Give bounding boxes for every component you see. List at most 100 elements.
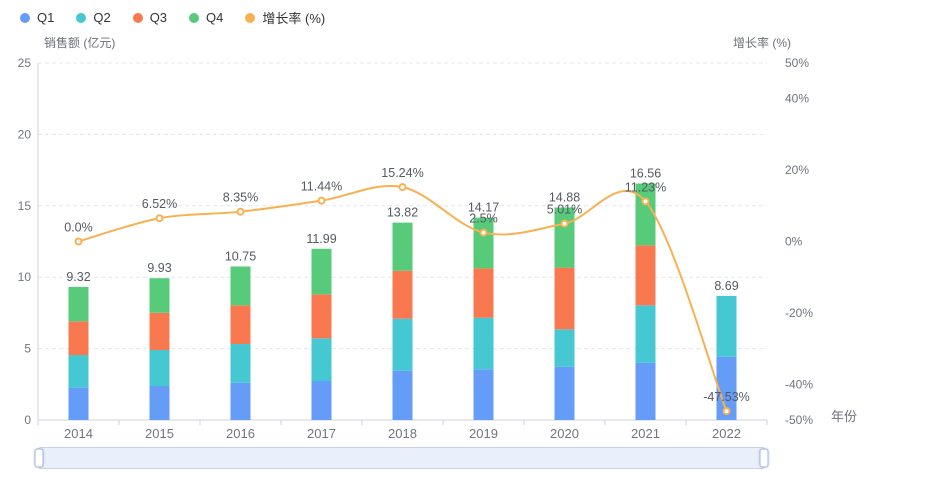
bar-segment-q1[interactable] — [149, 386, 170, 420]
bar-segment-q1[interactable] — [635, 362, 656, 420]
y-axis-right-title: 增长率 (%) — [733, 35, 791, 50]
legend-marker-icon — [245, 12, 256, 23]
bar-segment-q2[interactable] — [68, 355, 89, 388]
bar-segment-q3[interactable] — [554, 267, 575, 330]
x-axis-label: 2021 — [631, 426, 660, 441]
datazoom-handle-left[interactable] — [34, 448, 44, 468]
bar-segment-q4[interactable] — [68, 286, 89, 322]
legend-item-growth-rate[interactable]: 增长率 (%) — [245, 8, 325, 27]
bar-total-label: 11.99 — [306, 232, 336, 246]
bar-segment-q4[interactable] — [392, 222, 413, 271]
bar-segment-q3[interactable] — [392, 270, 413, 319]
bar-segment-q2[interactable] — [311, 338, 332, 382]
legend-label: Q3 — [149, 10, 168, 25]
bar-segment-q2[interactable] — [230, 344, 251, 383]
bar-segment-q4[interactable] — [311, 248, 332, 295]
legend-item-q3[interactable]: Q3 — [132, 10, 168, 25]
y-axis-right-label: -40% — [785, 377, 813, 391]
bar-segment-q3[interactable] — [635, 245, 656, 306]
growth-rate-point[interactable] — [236, 207, 245, 216]
growth-rate-point[interactable] — [74, 237, 83, 246]
legend-label: 增长率 (%) — [262, 11, 326, 26]
y-axis-right-label: 40% — [785, 92, 809, 106]
bar-total-label: 16.56 — [630, 167, 661, 181]
legend-label: Q4 — [206, 10, 224, 25]
y-axis-left-title: 销售额 (亿元) — [44, 35, 115, 50]
growth-rate-label: 8.35% — [223, 191, 258, 205]
growth-rate-point[interactable] — [479, 228, 488, 237]
legend-item-q1[interactable]: Q1 — [20, 10, 54, 25]
bar-segment-q3[interactable] — [230, 305, 251, 345]
growth-rate-point[interactable] — [641, 197, 650, 206]
x-axis-label: 2020 — [550, 426, 579, 441]
x-axis-label: 2015 — [145, 426, 174, 441]
chart-plot-area: 0 5 10 15 20 25 50% 40% 20% 0% -20% -40% -50% 2014 201… — [18, 35, 857, 441]
y-axis-left-label: 15 — [18, 199, 32, 213]
x-axis-label: 2022 — [712, 426, 741, 441]
growth-rate-point[interactable] — [317, 196, 326, 205]
bar-segment-q2[interactable] — [716, 295, 737, 357]
growth-rate-label: 0.0% — [64, 221, 93, 235]
bar-total-label: 9.93 — [147, 261, 171, 275]
x-axis-label: 2017 — [307, 426, 336, 441]
bar-segment-q4[interactable] — [635, 183, 656, 246]
bar-total-label: 10.75 — [225, 249, 256, 263]
y-axis-right-label: 50% — [785, 56, 809, 70]
y-axis-right-label: -50% — [785, 413, 813, 427]
legend-label: Q1 — [37, 10, 55, 25]
y-axis-left-label: 25 — [18, 56, 32, 70]
growth-rate-label: 11.44% — [301, 180, 342, 194]
bar-segment-q1[interactable] — [716, 356, 737, 420]
bar-segment-q4[interactable] — [149, 278, 170, 313]
legend-marker-icon — [132, 12, 143, 23]
bar-segment-q4[interactable] — [230, 266, 251, 306]
bar-segment-q2[interactable] — [554, 329, 575, 367]
bar-total-label: 14.17 — [468, 201, 499, 215]
bar-segment-q3[interactable] — [311, 294, 332, 339]
bar-segment-q1[interactable] — [311, 381, 332, 420]
bar-total-label: 14.88 — [549, 191, 580, 205]
bar-segment-q1[interactable] — [473, 369, 494, 420]
bar-segment-q1[interactable] — [68, 387, 89, 420]
growth-rate-label: -47.53% — [703, 390, 750, 404]
x-axis-title: 年份 — [831, 409, 857, 424]
x-axis-label: 2018 — [388, 426, 417, 441]
bar-segment-q2[interactable] — [635, 305, 656, 363]
legend-item-q4[interactable]: Q4 — [189, 10, 223, 25]
bar-segment-q3[interactable] — [473, 268, 494, 318]
bar-total-label: 9.32 — [66, 270, 90, 284]
y-axis-right-label: -20% — [785, 306, 813, 320]
y-axis-left-label: 5 — [24, 342, 31, 356]
x-axis-label: 2019 — [469, 426, 498, 441]
growth-rate-label: 6.52% — [142, 197, 177, 211]
growth-rate-label: 5.01% — [547, 203, 582, 217]
legend-item-q2[interactable]: Q2 — [76, 10, 111, 25]
growth-rate-point[interactable] — [398, 183, 407, 192]
growth-rate-point[interactable] — [560, 219, 569, 228]
legend-marker-icon — [189, 12, 200, 23]
y-axis-left-label: 20 — [18, 127, 32, 141]
y-axis-left-label: 0 — [24, 413, 31, 427]
bar-segment-q3[interactable] — [68, 321, 89, 356]
datazoom-handle-right[interactable] — [759, 448, 769, 468]
growth-rate-point[interactable] — [722, 407, 731, 416]
bar-segment-q2[interactable] — [473, 317, 494, 370]
growth-rate-label: 15.24% — [381, 166, 423, 180]
datazoom-slider-track[interactable] — [34, 447, 769, 469]
x-axis-label: 2014 — [64, 426, 93, 441]
bar-segment-q1[interactable] — [392, 370, 413, 420]
legend-label: Q2 — [93, 10, 111, 25]
bar-total-label: 13.82 — [387, 206, 418, 220]
growth-rate-point[interactable] — [155, 214, 164, 223]
bar-segment-q2[interactable] — [149, 350, 170, 387]
bar-segment-q1[interactable] — [230, 382, 251, 420]
growth-rate-label: 2.5% — [469, 212, 498, 226]
y-axis-right-label: 0% — [785, 235, 803, 249]
bar-segment-q2[interactable] — [392, 318, 413, 371]
legend-marker-icon — [20, 12, 30, 23]
y-axis-right-label: 20% — [785, 163, 809, 177]
bar-segment-q1[interactable] — [554, 366, 575, 420]
legend-marker-icon — [76, 12, 87, 23]
bar-segment-q3[interactable] — [149, 312, 170, 351]
